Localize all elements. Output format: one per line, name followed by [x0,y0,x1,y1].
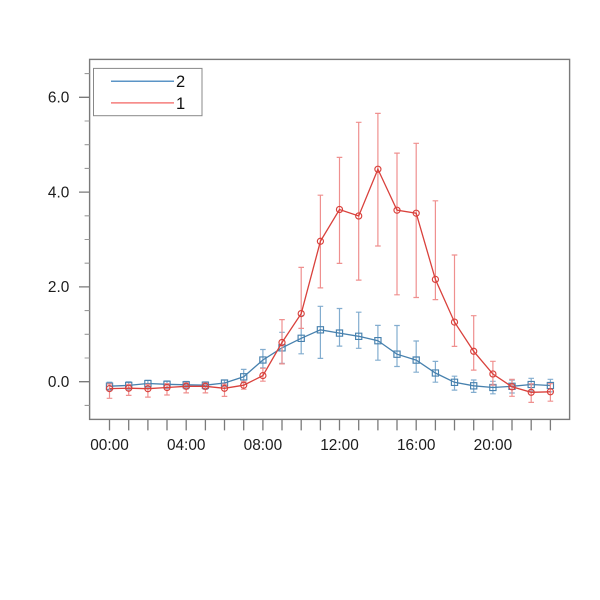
svg-text:12:00: 12:00 [320,437,359,454]
svg-text:2: 2 [176,73,185,91]
svg-text:16:00: 16:00 [397,437,436,454]
svg-text:1: 1 [176,95,185,113]
svg-text:00:00: 00:00 [90,437,129,454]
svg-text:2.0: 2.0 [48,279,69,296]
svg-text:6.0: 6.0 [48,90,69,107]
svg-text:0.0: 0.0 [48,374,69,391]
svg-text:20:00: 20:00 [474,437,513,454]
svg-text:04:00: 04:00 [167,437,206,454]
svg-text:08:00: 08:00 [244,437,283,454]
svg-text:4.0: 4.0 [48,184,69,201]
